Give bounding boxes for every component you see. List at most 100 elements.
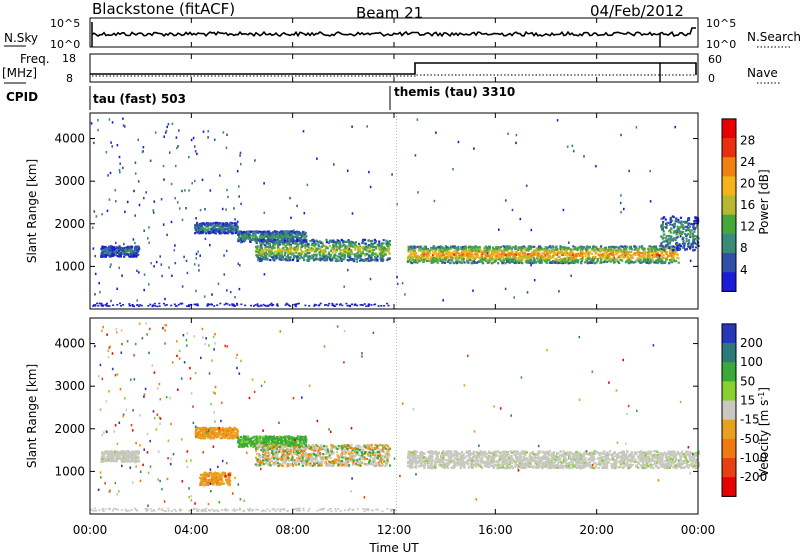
echo-cell [219,174,221,177]
echo-cell [512,256,516,259]
echo-cell [693,249,696,252]
echo-cell [339,249,342,252]
echo-cell [258,253,261,256]
echo-cell [367,254,371,257]
echo-cell [619,256,622,259]
echo-cell [110,255,113,258]
echo-cell [99,291,101,294]
echo-cell [680,232,683,235]
echo-cell [437,252,440,255]
echo-cell [415,256,419,259]
echo-cell [517,248,520,251]
echo-cell [560,258,563,261]
echo-cell [133,305,136,308]
echo-cell [267,305,270,307]
echo-cell [229,432,232,435]
nsky-panel: N.Sky 10^5 10^0 10^5 10^0 N.Search [4,17,800,51]
echo-cell [480,258,483,261]
echo-cell [284,249,287,252]
echo-cell [115,252,118,255]
echo-cell [206,481,210,484]
echo-cell [204,482,207,486]
echo-cell [424,245,427,248]
echo-cell [690,229,693,232]
echo-cell [661,217,664,220]
echo-cell [618,246,621,249]
echo-cell [129,253,132,256]
echo-cell [469,250,472,253]
echo-cell [94,272,97,276]
echo-cell [595,252,598,255]
echo-cell [223,431,226,434]
echo-cell [677,235,680,238]
echo-cell [334,250,337,253]
echo-cell [371,251,374,254]
echo-cell [194,224,197,227]
echo-cell [519,252,522,255]
echo-cell [571,248,574,251]
echo-cell [291,232,294,235]
echo-cell [533,279,536,282]
echo-cell [670,257,673,260]
echo-cell [302,250,305,253]
echo-cell [122,251,125,254]
echo-cell [414,154,417,157]
echo-cell [235,428,238,431]
echo-cell [424,255,427,258]
echo-cell [351,212,354,215]
echo-cell [269,235,272,238]
echo-cell [464,247,467,250]
echo-cell [335,258,338,261]
echo-cell [442,250,445,253]
echo-cell [685,237,688,240]
echo-cell [312,256,315,259]
echo-cell [299,252,302,255]
echo-cell [584,252,587,255]
echo-cell [231,227,234,230]
echo-cell [200,479,204,482]
echo-cell [695,219,698,222]
echo-cell [504,262,507,265]
echo-cell [306,183,309,187]
echo-cell [688,222,691,225]
echo-cell [627,259,630,262]
echo-cell [116,287,118,290]
echo-cell [298,239,301,243]
echo-cell [450,256,453,259]
echo-cell [338,241,342,244]
echo-cell [100,254,103,257]
echo-cell [488,259,491,262]
echo-cell [621,245,624,249]
echo-cell [352,259,355,262]
echo-cell [218,222,221,225]
echo-cell [254,240,257,243]
echo-cell [106,452,109,455]
echo-cell [98,302,101,305]
echo-cell [311,247,314,250]
echo-cell [279,258,283,261]
echo-cell [471,260,474,263]
echo-cell [293,303,296,306]
echo-cell [112,304,115,306]
echo-cell [483,247,486,250]
echo-cell [466,258,469,261]
echo-cell [593,248,596,251]
echo-cell [252,233,255,236]
echo-cell [198,232,201,235]
echo-cell [576,249,579,252]
echo-cell [371,244,374,247]
echo-cell [233,207,235,210]
echo-cell [479,257,482,260]
echo-cell [126,460,129,463]
echo-cell [520,255,524,258]
echo-cell [577,246,580,249]
echo-cell [307,243,310,246]
echo-cell [521,246,524,249]
echo-cell [324,254,328,257]
echo-cell [386,242,389,245]
echo-cell [495,246,498,249]
echo-cell [530,228,533,232]
echo-cell [284,230,288,233]
echo-cell [538,261,541,264]
echo-cell [488,261,491,264]
